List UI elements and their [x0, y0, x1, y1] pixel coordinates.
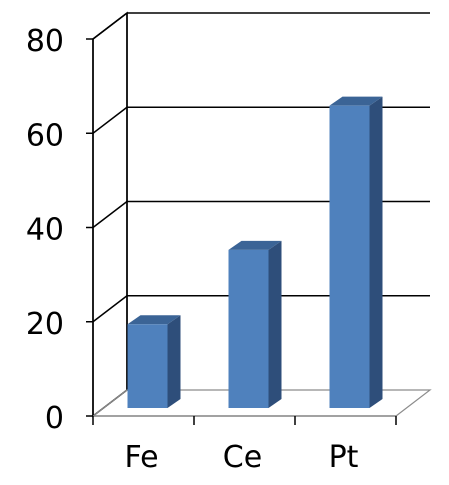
- x-tick-label: Fe: [124, 440, 158, 475]
- x-tick-label: Ce: [223, 440, 262, 475]
- bar-side: [268, 240, 282, 408]
- bar-top: [329, 96, 383, 106]
- y-tick-label: 20: [26, 307, 64, 342]
- bar-fe: [127, 315, 181, 408]
- y-tick-label: 80: [26, 24, 64, 59]
- bars: [127, 96, 383, 409]
- gridline-side: [92, 12, 128, 40]
- bar-front: [127, 324, 168, 408]
- bar-front: [329, 105, 370, 409]
- y-tick-label: 40: [26, 213, 64, 248]
- bar-ce: [228, 240, 282, 408]
- y-tick-label: 60: [26, 118, 64, 153]
- bar-top: [127, 315, 181, 325]
- x-tick-label: Pt: [329, 440, 359, 475]
- gridline-side: [92, 106, 128, 134]
- x-tick-labels: Fe Ce Pt: [124, 440, 358, 475]
- bar-side: [369, 96, 383, 409]
- axes: [86, 38, 397, 425]
- bar-side: [167, 315, 181, 408]
- gridline-side: [92, 200, 128, 229]
- bar-front: [228, 249, 269, 408]
- y-tick-labels: 0 20 40 60 80: [26, 24, 64, 436]
- bar-pt: [329, 96, 383, 409]
- bar-top: [228, 240, 282, 250]
- gridline-side: [92, 295, 128, 323]
- y-tick-label: 0: [45, 401, 64, 436]
